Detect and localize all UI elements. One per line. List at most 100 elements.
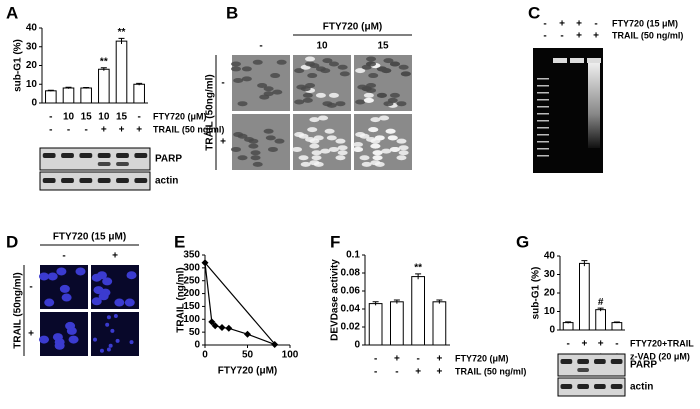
cell xyxy=(368,127,379,133)
cell xyxy=(39,335,49,344)
y-axis-label: sub-G1 (%) xyxy=(531,267,542,320)
treatment-value: 15 xyxy=(81,112,93,123)
error-bar xyxy=(118,37,125,44)
cell xyxy=(361,161,372,167)
cell xyxy=(105,322,110,327)
treatment-value: + xyxy=(119,125,125,136)
blot-strip xyxy=(557,353,626,377)
x-tick-label: 0 xyxy=(202,350,208,361)
blot-label: actin xyxy=(155,176,178,187)
treatment-label: TRAIL (50 ng/ml) xyxy=(455,366,526,376)
cell xyxy=(294,132,305,138)
treatment-value: - xyxy=(137,112,140,123)
cell xyxy=(361,86,372,92)
panel-label: B xyxy=(226,3,238,22)
cell xyxy=(383,58,394,64)
gel-lane-label: + xyxy=(593,31,599,42)
cell xyxy=(59,284,70,293)
blot-band xyxy=(134,153,148,158)
y-axis-label: DEVDase activity xyxy=(330,259,341,341)
cell xyxy=(231,61,241,67)
bar xyxy=(579,262,590,331)
error-bar xyxy=(83,86,90,89)
cell xyxy=(396,155,407,161)
x-tick-label: 100 xyxy=(282,350,299,361)
cell xyxy=(337,145,348,151)
cell xyxy=(237,101,248,107)
blot-band xyxy=(134,178,148,183)
treatment-value: - xyxy=(84,125,87,136)
row-label: + xyxy=(220,137,226,148)
cell xyxy=(370,160,381,166)
cell xyxy=(270,73,281,79)
panel-label: E xyxy=(174,232,185,251)
cell xyxy=(337,64,348,70)
cell xyxy=(355,68,366,74)
marker xyxy=(244,330,251,338)
gel-lane-label: - xyxy=(594,19,597,30)
bar xyxy=(562,322,574,331)
ladder-band xyxy=(537,85,549,87)
treatment-value: + xyxy=(581,339,587,350)
cell xyxy=(305,56,316,62)
cell xyxy=(250,155,261,161)
cell xyxy=(355,99,366,105)
cell xyxy=(231,146,241,152)
cell xyxy=(248,143,259,149)
cell xyxy=(114,298,125,307)
cell xyxy=(124,298,135,307)
blot-band xyxy=(79,153,93,158)
blot-band xyxy=(610,384,623,389)
cell xyxy=(113,314,118,318)
error-bar xyxy=(597,307,604,312)
treatment-value: + xyxy=(415,367,421,378)
treatment-value: + xyxy=(436,354,442,365)
cell xyxy=(302,92,313,98)
blot-strip xyxy=(557,377,626,397)
bar xyxy=(62,87,75,104)
cell xyxy=(372,150,383,156)
cell xyxy=(320,148,331,154)
blot-band xyxy=(42,178,56,183)
error-bar xyxy=(47,89,54,92)
y-tick-label: 100 xyxy=(183,314,200,325)
cell xyxy=(379,115,390,121)
bar xyxy=(115,40,128,104)
treatment-value: + xyxy=(394,354,400,365)
cell xyxy=(98,292,109,301)
cell xyxy=(68,335,79,344)
ladder-band xyxy=(537,127,549,129)
significance-mark: ** xyxy=(414,263,422,274)
treatment-value: + xyxy=(136,125,142,136)
treatment-value: + xyxy=(598,339,604,350)
cell xyxy=(355,132,366,138)
dna-band xyxy=(553,58,567,63)
dna-band xyxy=(587,58,601,63)
gel-lane-label: + xyxy=(576,31,582,42)
blot-band xyxy=(61,153,74,158)
cell xyxy=(389,146,400,152)
treatment-value: 10 xyxy=(63,112,75,123)
ladder-band xyxy=(537,141,549,143)
cell xyxy=(237,155,248,161)
y-tick-label: 40 xyxy=(544,251,556,262)
error-bar xyxy=(393,299,400,304)
error-bar xyxy=(415,273,422,280)
y-tick-label: 50 xyxy=(189,327,201,338)
error-bar xyxy=(372,301,379,306)
cell xyxy=(102,277,113,286)
treatment-label: FTY720 (μM) xyxy=(153,111,207,121)
treatment-value: - xyxy=(374,367,377,378)
cell xyxy=(326,102,337,108)
cell xyxy=(309,143,320,149)
line-series xyxy=(204,262,277,346)
ladder-band xyxy=(537,78,549,80)
cell xyxy=(389,61,400,67)
blot-band xyxy=(116,162,129,166)
treatment-value: - xyxy=(566,339,569,350)
cell xyxy=(294,99,305,105)
gel-lane-label: - xyxy=(560,31,563,42)
column-label: - xyxy=(259,41,262,52)
panel-label: D xyxy=(6,232,18,251)
